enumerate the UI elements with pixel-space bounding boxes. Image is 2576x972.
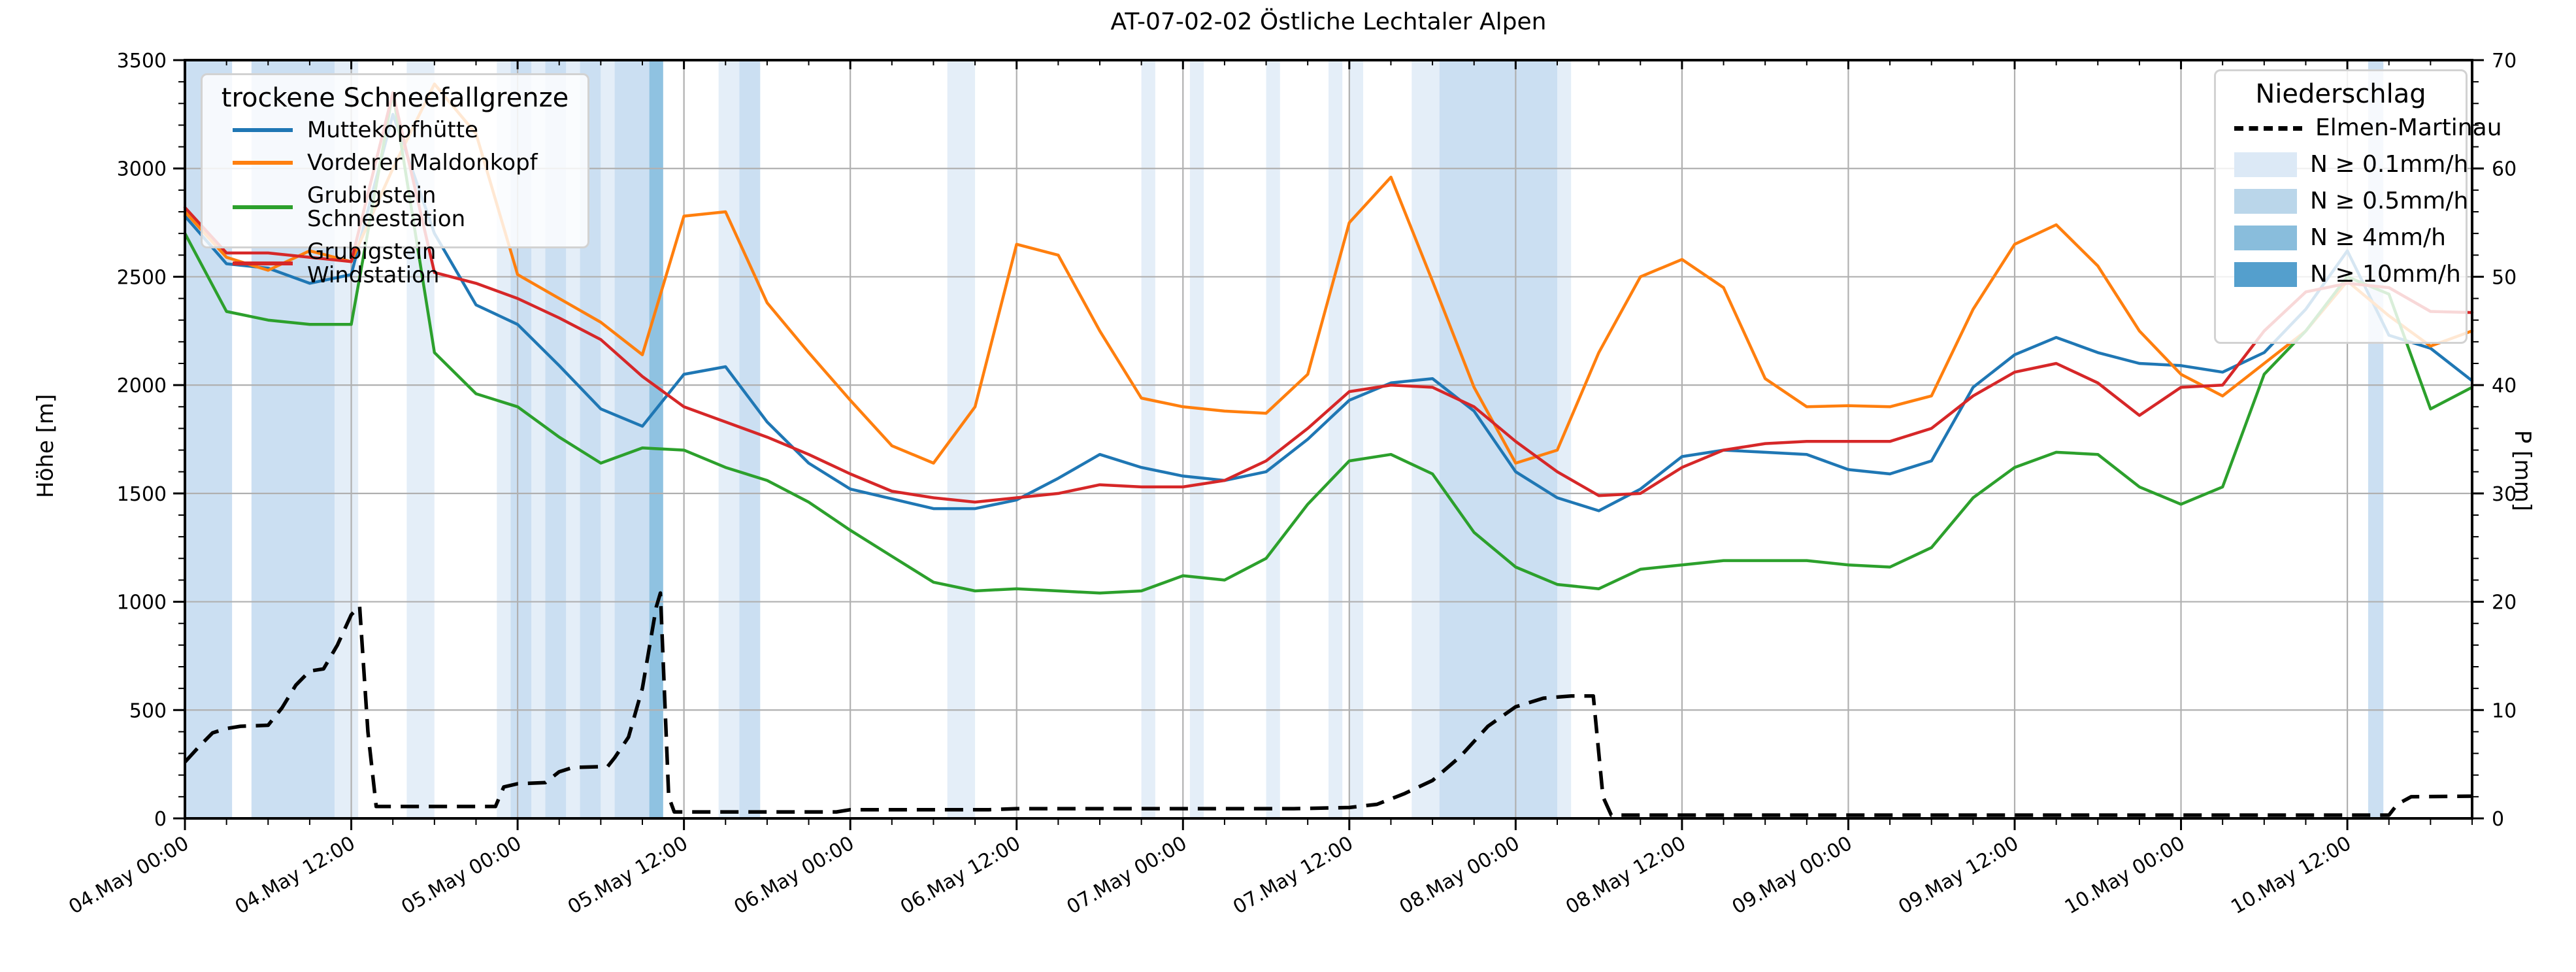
precip-band: [497, 60, 511, 818]
y-tick-label: 1500: [117, 483, 167, 506]
legend-precip-title: Niederschlag: [2255, 79, 2426, 109]
line-swatch-icon: [233, 128, 293, 132]
series-line-1: [183, 112, 2474, 512]
chart-title: AT-07-02-02 Östliche Lechtaler Alpen: [1110, 8, 1547, 35]
x-tick-label: 10.May 00:00: [2061, 832, 2189, 919]
legend-item-label: Grubigstein Windstation: [307, 239, 440, 288]
legend-item-label: N ≥ 0.5mm/h: [2310, 188, 2469, 214]
x-tick-label: 09.May 12:00: [1894, 832, 2023, 919]
series-line-3: [183, 91, 2474, 595]
x-tick-label: 08.May 00:00: [1396, 832, 1524, 919]
dashed-line-swatch-icon: [2234, 126, 2302, 131]
legend-precip-items: Elmen-Martinau N ≥ 0.1mm/h N ≥ 0.5mm/h N ≥ …: [2232, 116, 2502, 287]
legend-item-label: Muttekopfhütte: [307, 117, 478, 143]
legend-item-band-4: N ≥ 10mm/h: [2234, 262, 2461, 287]
x-tick-label: 07.May 12:00: [1229, 832, 1357, 919]
y2-tick-label: 60: [2492, 158, 2517, 181]
y-tick-label: 2500: [117, 266, 167, 289]
x-tick-label: 04.May 12:00: [231, 832, 359, 919]
legend-item-label: N ≥ 4mm/h: [2310, 224, 2446, 251]
legend-snowline-items: Muttekopfhütte Vorderer Maldonkopf Grubigs…: [218, 118, 572, 287]
precip-band: [601, 60, 615, 818]
axis-ticks: [173, 59, 2484, 830]
y-tick-label: 1000: [117, 592, 167, 614]
legend-precip: Niederschlag Elmen-Martinau N ≥ 0.1mm/h N …: [2214, 69, 2502, 344]
precip-band: [614, 60, 650, 818]
x-tick-label: 09.May 00:00: [1728, 832, 1857, 919]
precip-band: [1189, 60, 1204, 818]
y-tick-label: 2000: [117, 375, 167, 397]
precip-band: [1329, 60, 1343, 818]
y-tick-label: 0: [154, 808, 167, 831]
y2-tick-label: 70: [2492, 50, 2517, 73]
x-tick-label: 07.May 00:00: [1063, 832, 1191, 919]
y-tick-label: 3500: [117, 50, 167, 73]
line-swatch-icon: [233, 261, 293, 265]
y2-tick-label: 10: [2492, 699, 2517, 722]
legend-item-3: Grubigstein Schneestation: [233, 184, 572, 231]
y2-tick-label: 0: [2492, 808, 2504, 831]
series-line-4: [183, 91, 2474, 504]
legend-item-label: Vorderer Maldonkopf: [307, 150, 538, 176]
precip-band: [649, 60, 663, 818]
x-tick-label: 06.May 12:00: [897, 832, 1025, 919]
y2-tick-label: 30: [2492, 483, 2517, 506]
legend-item-band-3: N ≥ 4mm/h: [2234, 226, 2450, 250]
plot-spines: [184, 59, 2473, 820]
precip-band: [739, 60, 761, 818]
legend-item-label: N ≥ 0.1mm/h: [2310, 151, 2469, 178]
y-tick-label: 3000: [117, 158, 167, 181]
band-swatch-icon: [2234, 226, 2297, 250]
legend-snowline-title: trockene Schneefallgrenze: [221, 83, 569, 113]
x-tick-label: 08.May 12:00: [1562, 832, 1690, 919]
precip-band: [566, 60, 580, 818]
legend-item-2: Vorderer Maldonkopf: [233, 151, 572, 175]
legend-item-precip-line: Elmen-Martinau: [2234, 116, 2502, 141]
precip-band: [1439, 60, 1557, 818]
precip-band: [531, 60, 546, 818]
band-swatch-icon: [2234, 189, 2297, 214]
x-tick-label: 06.May 00:00: [731, 832, 859, 919]
legend-item-band-2: N ≥ 0.5mm/h: [2234, 189, 2468, 214]
y-tick-label: 500: [129, 699, 167, 722]
y2-tick-label: 50: [2492, 266, 2517, 289]
legend-item-1: Muttekopfhütte: [233, 118, 572, 142]
precip-band: [1266, 60, 1280, 818]
y2-tick-label: 20: [2492, 592, 2517, 614]
precip-band: [1349, 60, 1364, 818]
band-swatch-icon: [2234, 152, 2297, 177]
line-swatch-icon: [233, 205, 293, 209]
x-tick-label: 04.May 00:00: [65, 832, 193, 919]
precip-band: [718, 60, 740, 818]
precip-band: [1412, 60, 1440, 818]
legend-item-label: N ≥ 10mm/h: [2310, 261, 2461, 288]
legend-item-4: Grubigstein Windstation: [233, 240, 572, 287]
series-line-2: [183, 82, 2474, 465]
legend-snowline: trockene Schneefallgrenze Muttekopfhütte…: [201, 73, 589, 287]
line-swatch-icon: [233, 161, 293, 165]
x-tick-label: 05.May 00:00: [397, 832, 525, 919]
precip-band: [1141, 60, 1155, 818]
band-swatch-icon: [2234, 262, 2297, 287]
x-tick-label: 10.May 12:00: [2227, 832, 2355, 919]
legend-item-label: Elmen-Martinau: [2315, 114, 2502, 141]
legend-item-label: Grubigstein Schneestation: [307, 182, 466, 232]
y2-tick-label: 40: [2492, 375, 2517, 397]
precip-band: [1557, 60, 1572, 818]
precip-dashed-line: [183, 591, 2473, 817]
x-tick-label: 05.May 12:00: [564, 832, 692, 919]
legend-item-band-1: N ≥ 0.1mm/h: [2234, 152, 2468, 177]
